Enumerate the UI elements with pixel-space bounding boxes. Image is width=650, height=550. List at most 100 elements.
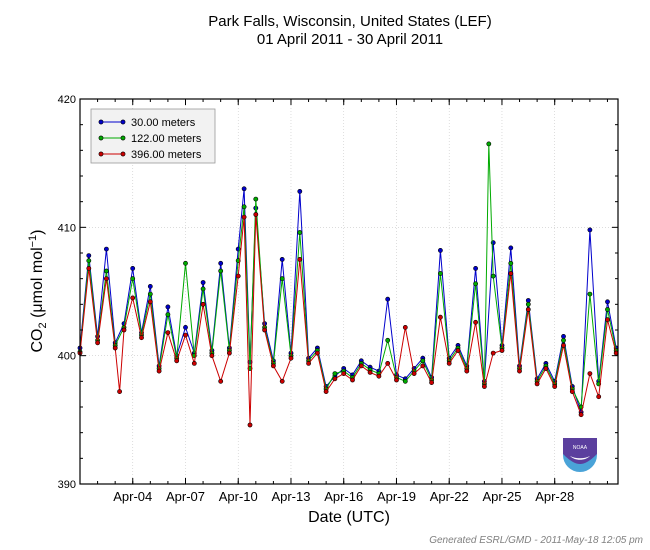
series-1 — [77, 141, 619, 410]
data-point — [139, 335, 144, 341]
data-point — [209, 353, 215, 359]
legend-marker — [120, 151, 126, 157]
data-point — [587, 227, 593, 233]
data-point — [490, 273, 496, 279]
data-point — [95, 340, 100, 346]
data-point — [486, 141, 492, 147]
data-point — [429, 380, 434, 385]
data-point — [200, 286, 206, 292]
data-point — [279, 276, 285, 282]
data-point — [587, 371, 593, 376]
data-point — [437, 247, 443, 253]
data-point — [437, 314, 443, 320]
data-point — [464, 368, 470, 374]
x-tick-label: Apr-22 — [430, 489, 469, 504]
series-layer — [77, 141, 619, 428]
y-axis-label-rest: (μmol mol — [29, 247, 46, 322]
data-point — [358, 363, 364, 369]
data-point — [605, 299, 610, 305]
data-point — [253, 212, 259, 217]
data-point — [104, 276, 109, 282]
legend-entries: 30.00 meters 122.00 meters 396.00 meters — [98, 117, 202, 161]
x-tick-label: Apr-25 — [482, 489, 521, 504]
data-point — [130, 295, 136, 301]
data-point — [241, 186, 247, 192]
data-point — [561, 342, 566, 348]
x-tick-label: Apr-13 — [271, 489, 310, 504]
data-point — [235, 273, 241, 279]
data-point — [437, 271, 443, 276]
data-point — [306, 360, 311, 366]
data-point — [218, 260, 224, 266]
data-point — [332, 371, 338, 376]
data-point — [350, 377, 355, 383]
x-tick-label: Apr-28 — [535, 489, 574, 504]
y-axis-label-prefix: CO — [29, 329, 46, 353]
data-point — [183, 332, 188, 338]
data-point — [104, 246, 109, 252]
data-point — [508, 260, 514, 266]
data-point — [481, 384, 487, 389]
grid-layer — [80, 99, 618, 484]
legend-marker — [98, 135, 104, 141]
data-point — [525, 301, 531, 307]
data-point — [411, 371, 417, 376]
legend-marker — [120, 119, 126, 125]
y-tick-label: 410 — [58, 222, 76, 234]
data-point — [499, 348, 505, 353]
series-line — [79, 214, 617, 426]
data-point — [86, 265, 92, 271]
plot-frame — [79, 98, 619, 485]
data-point — [183, 324, 188, 330]
noaa-logo-wave-icon — [563, 438, 597, 464]
data-point — [247, 422, 253, 428]
series-2 — [77, 212, 619, 428]
data-point — [332, 376, 338, 382]
data-point — [446, 360, 452, 366]
data-point — [86, 253, 92, 258]
data-point — [534, 381, 540, 387]
data-point — [279, 378, 285, 384]
data-point — [130, 265, 136, 271]
data-point — [165, 330, 171, 335]
data-point — [587, 291, 593, 297]
data-point — [218, 268, 224, 274]
legend-label: 122.00 meters — [131, 133, 202, 145]
data-point — [147, 299, 153, 305]
data-point — [297, 188, 303, 194]
data-point — [385, 337, 391, 343]
data-point — [147, 291, 153, 297]
chart-title: Park Falls, Wisconsin, United States (LE… — [208, 13, 491, 30]
data-point — [402, 324, 408, 330]
data-point — [420, 363, 426, 369]
data-point — [578, 412, 584, 418]
data-point — [288, 355, 294, 361]
data-point — [104, 268, 109, 274]
data-point — [130, 276, 136, 282]
data-point — [561, 337, 566, 343]
data-point — [455, 348, 461, 353]
data-point — [543, 366, 549, 371]
data-point — [323, 389, 329, 394]
data-point — [241, 204, 247, 210]
data-point — [183, 260, 188, 266]
data-point — [156, 368, 162, 374]
legend-marker — [120, 135, 126, 141]
data-point — [376, 373, 382, 379]
data-point — [200, 301, 206, 307]
y-axis-label-sub: 2 — [37, 322, 49, 328]
tick-layer: 390 400 410 420 Apr-04 Apr-07 Apr-10 Apr-13 Apr-… — [58, 94, 618, 504]
noaa-logo-text: NOAA — [573, 445, 588, 451]
x-tick-label: Apr-10 — [219, 489, 258, 504]
data-point — [270, 363, 276, 369]
data-point — [226, 350, 232, 356]
footer-text: Generated ESRL/GMD - 2011-May-18 12:05 p… — [429, 535, 643, 546]
y-axis-label: CO2 (μmol mol−1) — [27, 230, 49, 353]
data-point — [147, 283, 153, 289]
noaa-logo: NOAA — [563, 438, 597, 472]
data-point — [569, 389, 575, 394]
y-tick-label: 400 — [58, 351, 76, 363]
data-point — [517, 368, 522, 374]
x-axis-label: Date (UTC) — [308, 509, 390, 526]
data-point — [121, 327, 127, 333]
